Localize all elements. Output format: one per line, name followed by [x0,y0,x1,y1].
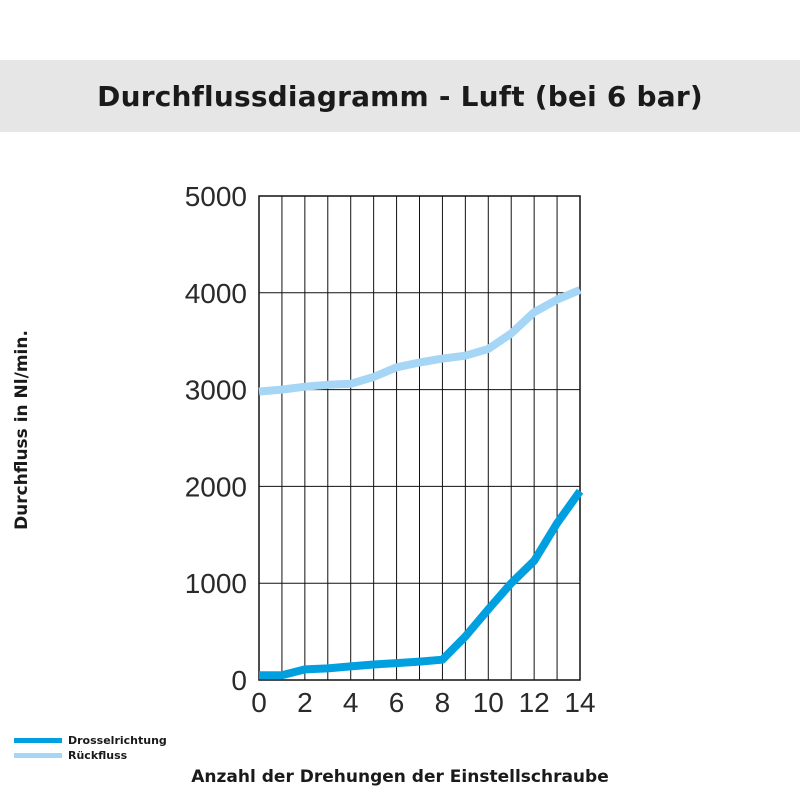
y-tick-label: 0 [231,665,247,696]
y-tick-label: 2000 [185,471,247,502]
legend-swatch-drosselrichtung [14,738,62,743]
x-tick-label: 10 [473,687,504,718]
x-axis-label: Anzahl der Drehungen der Einstellschraub… [191,767,609,787]
series-line-rueckfluss [258,286,582,396]
legend-item-rueckfluss: Rückfluss [14,748,167,763]
legend-swatch-rueckfluss [14,753,62,758]
y-tick-label: 5000 [185,181,247,212]
series-lines [258,286,584,680]
legend: Drosselrichtung Rückfluss [14,733,167,763]
title-band: Durchflussdiagramm - Luft (bei 6 bar) [0,60,800,132]
x-tick-label: 14 [564,687,595,718]
x-tick-label: 8 [435,687,451,718]
x-tick-label: 2 [297,687,313,718]
x-tick-label: 4 [343,687,359,718]
legend-label-drosselrichtung: Drosselrichtung [68,734,167,747]
chart-title: Durchflussdiagramm - Luft (bei 6 bar) [97,79,703,113]
x-tick-label: 6 [389,687,405,718]
y-tick-label: 4000 [185,278,247,309]
y-tick-label: 1000 [185,568,247,599]
series-line-drosselrichtung [259,488,584,680]
y-tick-label: 3000 [185,375,247,406]
x-tick-label: 0 [251,687,267,718]
grid [258,195,581,681]
plot-frame [258,195,581,681]
x-tick-label: 12 [519,687,550,718]
legend-item-drosselrichtung: Drosselrichtung [14,733,167,748]
legend-label-rueckfluss: Rückfluss [68,749,128,762]
